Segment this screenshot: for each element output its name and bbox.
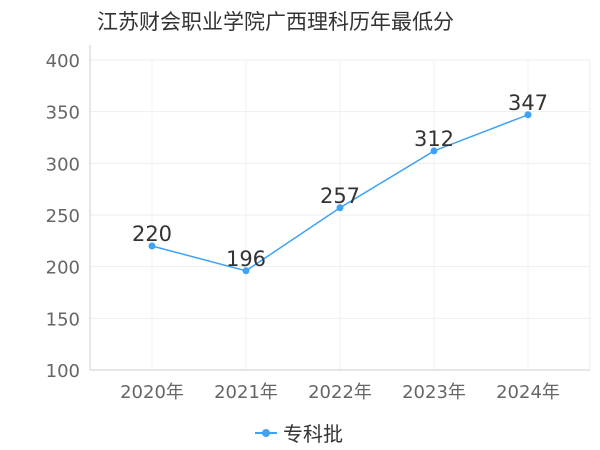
data-point[interactable]: [524, 111, 532, 119]
data-point[interactable]: [336, 204, 344, 212]
data-label: 347: [508, 91, 548, 115]
x-tick-label: 2024年: [496, 382, 560, 403]
x-axis-ticks: 2020年 2021年 2022年 2023年 2024年: [120, 382, 560, 403]
y-axis-ticks: 100 150 200 250 300 350 400: [46, 51, 80, 382]
x-tick-label: 2022年: [308, 382, 372, 403]
x-tick-label: 2023年: [402, 382, 466, 403]
data-label: 257: [320, 184, 360, 208]
data-label: 312: [414, 127, 454, 151]
axes: [89, 45, 590, 371]
chart-title: 江苏财会职业学院广西理科历年最低分: [97, 10, 454, 34]
x-tick-label: 2021年: [214, 382, 278, 403]
grid-lines: [90, 59, 591, 370]
data-point[interactable]: [242, 267, 250, 275]
y-tick-label: 250: [46, 206, 80, 227]
y-tick-label: 150: [46, 309, 80, 330]
legend-label: 专科批: [283, 422, 343, 446]
data-label: 196: [226, 247, 266, 271]
y-tick-label: 400: [46, 51, 80, 72]
x-tick-label: 2020年: [120, 382, 184, 403]
y-tick-label: 300: [46, 154, 80, 175]
data-labels: 220 196 257 312 347: [132, 91, 548, 271]
y-tick-label: 100: [46, 361, 80, 382]
legend-marker-icon: [255, 426, 277, 440]
data-label: 220: [132, 222, 172, 246]
data-point[interactable]: [148, 242, 156, 250]
y-tick-label: 200: [46, 258, 80, 279]
data-point[interactable]: [430, 147, 438, 155]
legend: 专科批: [255, 418, 343, 447]
series-layer: [148, 111, 532, 275]
y-tick-label: 350: [46, 103, 80, 124]
